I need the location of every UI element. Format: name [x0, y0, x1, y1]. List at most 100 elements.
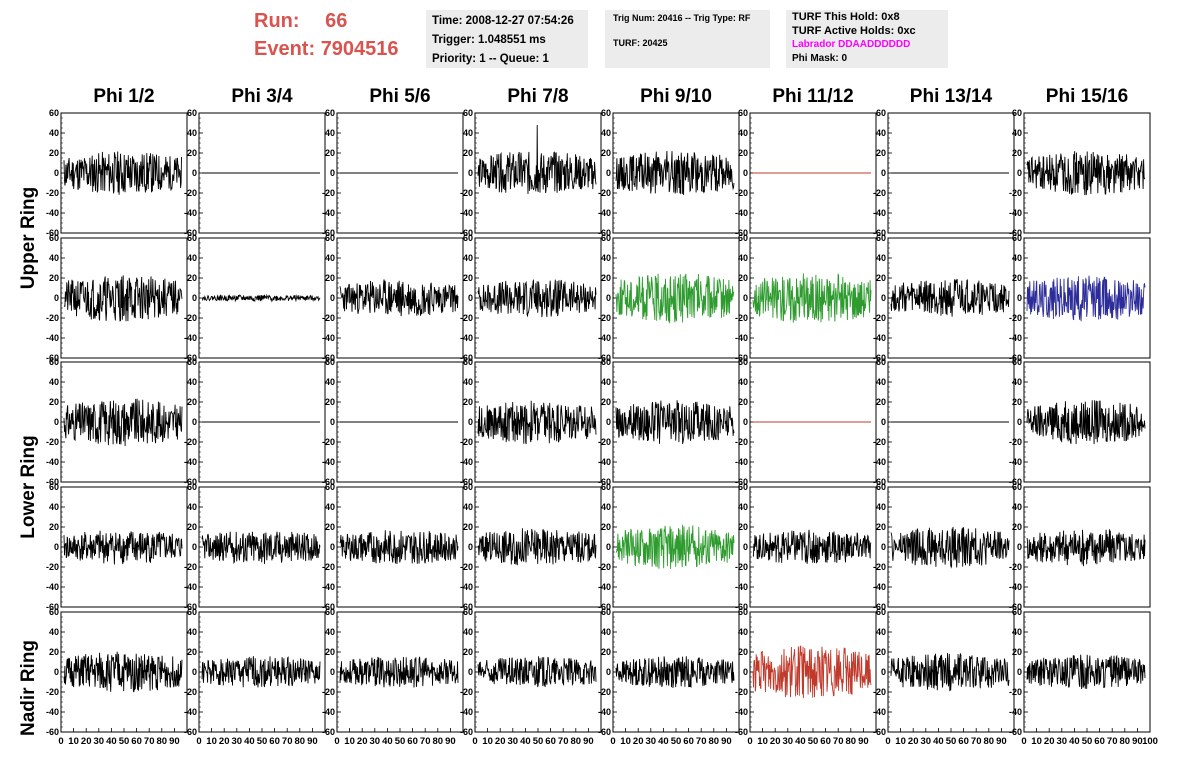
y-tick-label: 0: [881, 667, 886, 677]
trig-info-box: Trig Num: 20416 -- Trig Type: RF TURF: 2…: [605, 10, 770, 68]
y-tick-label: -40: [598, 707, 611, 717]
y-tick-label: 20: [325, 148, 335, 158]
y-tick-label: 0: [881, 417, 886, 427]
y-tick-label: -60: [873, 228, 886, 238]
y-tick-label: 0: [330, 168, 335, 178]
x-tick-label: 0: [1021, 736, 1026, 747]
y-tick-label: -40: [735, 707, 748, 717]
y-tick-label: 0: [54, 667, 59, 677]
y-tick-label: 0: [1017, 168, 1022, 178]
y-tick-label: 60: [325, 108, 335, 118]
waveform-panel: -60 -40 -20 0 20 40 60: [460, 607, 602, 737]
waveform-trace: [615, 656, 735, 688]
y-tick-label: 20: [325, 522, 335, 532]
x-tick-label: 80: [571, 736, 582, 747]
x-tick-label: 0: [747, 736, 752, 747]
y-tick-label: 40: [187, 502, 197, 512]
x-tick-label: 50: [257, 736, 268, 747]
y-tick-label: -40: [598, 208, 611, 218]
y-tick-label: 0: [606, 168, 611, 178]
waveform-panel: -60 -40 -20 0 20 40 60: [1009, 108, 1151, 238]
y-tick-label: -20: [735, 562, 748, 572]
y-tick-label: -60: [1009, 727, 1022, 737]
y-tick-label: -60: [735, 727, 748, 737]
y-tick-label: 0: [1017, 293, 1022, 303]
y-tick-label: -20: [598, 437, 611, 447]
run-label-text: Run:: [254, 10, 300, 32]
y-tick-label: 20: [463, 273, 473, 283]
x-axis: 0 10 20 30 40 50 60 70 80 90: [58, 728, 188, 747]
priority-line: Priority: 1 -- Queue: 1: [432, 53, 549, 65]
turf-info-box: TURF This Hold: 0x8 TURF Active Holds: 0…: [786, 10, 948, 68]
x-tick-label: 30: [1057, 736, 1068, 747]
x-tick-label: 50: [808, 736, 819, 747]
x-axis: 0 10 20 30 40 50 60 70 80 90: [334, 728, 464, 747]
waveform-panel: -60 -40 -20 0 20 40 60: [735, 108, 877, 238]
y-tick-label: -20: [735, 188, 748, 198]
time-info-box: Time: 2008-12-27 07:54:26 Trigger: 1.048…: [426, 10, 588, 68]
y-tick-label: -20: [322, 437, 335, 447]
x-tick-label: 90: [858, 736, 869, 747]
waveform-panel: -60 -40 -20 0 20 40 60: [46, 607, 188, 737]
x-tick-label: 60: [820, 736, 831, 747]
y-tick-label: 60: [601, 357, 611, 367]
y-tick-label: -60: [322, 477, 335, 487]
turf-line: TURF: 20425: [613, 38, 668, 48]
y-tick-label: -60: [460, 353, 473, 363]
y-tick-label: 40: [463, 627, 473, 637]
waveform-panel: -60 -40 -20 0 20 40 60: [460, 357, 602, 487]
x-tick-label: 60: [407, 736, 418, 747]
turf-active-line: TURF Active Holds: 0xc: [792, 25, 916, 37]
waveform-panel: -60 -40 -20 0 20 40 60: [873, 108, 1015, 238]
x-tick-label: 80: [157, 736, 168, 747]
y-tick-label: 20: [463, 397, 473, 407]
waveform-panel: -60 -40 -20 0 20 40 60: [598, 108, 740, 238]
y-tick-label: -20: [184, 313, 197, 323]
event-label-text: Event:: [254, 38, 316, 60]
y-tick-label: 40: [325, 253, 335, 263]
y-tick-label: -20: [873, 188, 886, 198]
y-tick-label: -60: [460, 477, 473, 487]
waveform-panel: -60 -40 -20 0 20 40 60: [46, 108, 188, 238]
x-tick-label: 20: [219, 736, 230, 747]
y-tick-label: 60: [1012, 357, 1022, 367]
x-tick-label: 20: [495, 736, 506, 747]
x-tick-label: 0: [58, 736, 63, 747]
x-tick-label: 50: [119, 736, 130, 747]
y-tick-label: 40: [187, 377, 197, 387]
y-tick-label: -20: [873, 313, 886, 323]
y-tick-label: 20: [49, 273, 59, 283]
y-tick-label: -40: [184, 208, 197, 218]
waveform-panel: -60 -40 -20 0 20 40 60: [1009, 482, 1151, 612]
y-tick-label: -40: [46, 333, 59, 343]
y-tick-label: 0: [192, 168, 197, 178]
y-tick-label: -60: [46, 727, 59, 737]
y-tick-label: 60: [325, 482, 335, 492]
y-tick-label: -40: [460, 333, 473, 343]
y-tick-label: 0: [54, 417, 59, 427]
x-tick-label: 50: [533, 736, 544, 747]
y-tick-label: 60: [601, 233, 611, 243]
waveform-panel: -60 -40 -20 0 20 40 60: [184, 482, 326, 612]
run-label: Run: 66: [254, 10, 347, 33]
y-tick-label: -20: [1009, 437, 1022, 447]
y-tick-label: 60: [187, 233, 197, 243]
x-tick-label: 40: [106, 736, 117, 747]
y-tick-label: 20: [876, 148, 886, 158]
trigger-line: Trigger: 1.048551 ms: [432, 34, 546, 46]
waveform-panel: -60 -40 -20 0 20 40 60: [322, 482, 464, 612]
run-value: 66: [325, 10, 348, 32]
y-tick-label: 20: [187, 522, 197, 532]
y-tick-label: -40: [1009, 707, 1022, 717]
waveform-trace: [752, 529, 872, 564]
y-tick-label: 40: [463, 377, 473, 387]
y-tick-label: 0: [330, 542, 335, 552]
y-tick-label: -20: [322, 188, 335, 198]
y-tick-label: 60: [325, 607, 335, 617]
y-tick-label: -20: [735, 437, 748, 447]
y-tick-label: -60: [1009, 477, 1022, 487]
y-tick-label: 40: [738, 377, 748, 387]
y-tick-label: 20: [601, 397, 611, 407]
y-tick-label: 40: [49, 253, 59, 263]
y-tick-label: -20: [184, 188, 197, 198]
